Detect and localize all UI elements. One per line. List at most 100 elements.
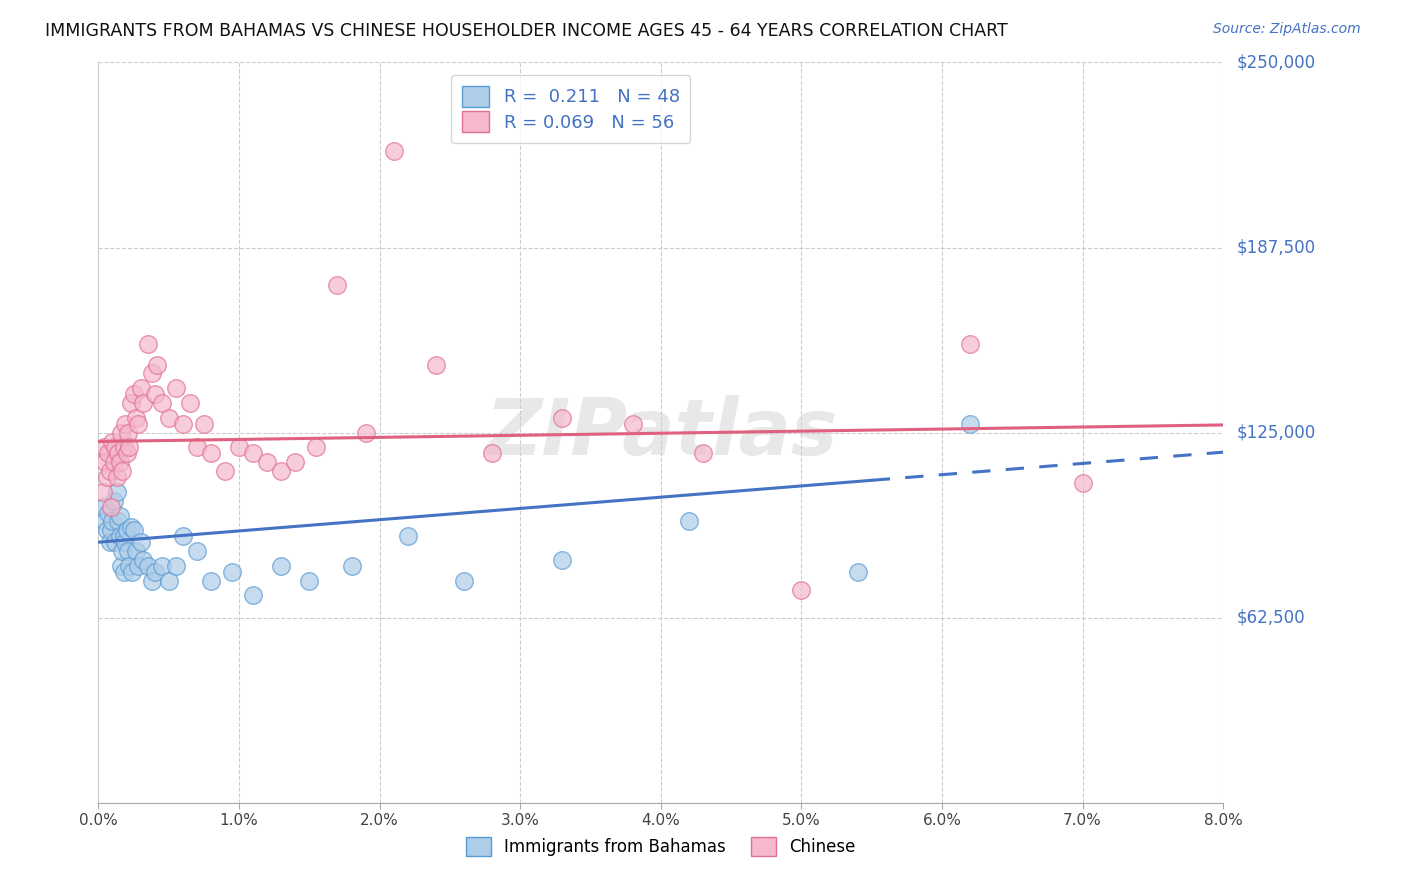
Point bbox=[846, 565, 869, 579]
Point bbox=[790, 582, 813, 597]
Point bbox=[115, 524, 138, 538]
Point bbox=[122, 387, 145, 401]
Text: $187,500: $187,500 bbox=[1237, 238, 1316, 257]
Point bbox=[396, 529, 419, 543]
Point bbox=[678, 515, 700, 529]
Point bbox=[425, 358, 447, 372]
Point bbox=[125, 410, 148, 425]
Point bbox=[551, 553, 574, 567]
Point bbox=[118, 441, 141, 455]
Point bbox=[179, 396, 201, 410]
Text: $125,000: $125,000 bbox=[1237, 424, 1316, 442]
Point bbox=[121, 565, 143, 579]
Point bbox=[354, 425, 377, 440]
Point bbox=[270, 558, 292, 573]
Point bbox=[117, 425, 139, 440]
Point bbox=[107, 515, 129, 529]
Point bbox=[96, 470, 118, 484]
Point bbox=[110, 558, 132, 573]
Point bbox=[105, 484, 128, 499]
Point bbox=[101, 434, 124, 449]
Point bbox=[129, 535, 152, 549]
Point bbox=[115, 446, 138, 460]
Point bbox=[101, 515, 124, 529]
Point bbox=[200, 446, 222, 460]
Point bbox=[453, 574, 475, 588]
Point bbox=[108, 455, 131, 469]
Point bbox=[122, 524, 145, 538]
Point bbox=[132, 553, 155, 567]
Point bbox=[165, 381, 187, 395]
Point bbox=[221, 565, 243, 579]
Point bbox=[111, 464, 134, 478]
Point bbox=[103, 493, 125, 508]
Point bbox=[100, 524, 122, 538]
Point bbox=[157, 574, 180, 588]
Point bbox=[91, 484, 114, 499]
Point bbox=[242, 446, 264, 460]
Point bbox=[112, 529, 135, 543]
Point bbox=[305, 441, 328, 455]
Point bbox=[551, 410, 574, 425]
Point bbox=[146, 358, 169, 372]
Point bbox=[242, 589, 264, 603]
Point bbox=[108, 529, 131, 543]
Point bbox=[193, 417, 215, 431]
Legend: Immigrants from Bahamas, Chinese: Immigrants from Bahamas, Chinese bbox=[460, 830, 862, 863]
Point bbox=[120, 520, 142, 534]
Point bbox=[97, 506, 120, 520]
Text: $250,000: $250,000 bbox=[1237, 54, 1316, 71]
Point bbox=[284, 455, 307, 469]
Point bbox=[93, 500, 115, 514]
Point bbox=[143, 565, 166, 579]
Point bbox=[150, 558, 173, 573]
Point bbox=[112, 441, 135, 455]
Point bbox=[97, 446, 120, 460]
Point bbox=[141, 367, 163, 381]
Point bbox=[165, 558, 187, 573]
Point bbox=[127, 417, 149, 431]
Point bbox=[214, 464, 236, 478]
Point bbox=[172, 417, 194, 431]
Point bbox=[150, 396, 173, 410]
Point bbox=[298, 574, 321, 588]
Point bbox=[481, 446, 503, 460]
Point bbox=[157, 410, 180, 425]
Point bbox=[98, 535, 121, 549]
Point bbox=[94, 455, 117, 469]
Point bbox=[172, 529, 194, 543]
Point bbox=[959, 417, 981, 431]
Point bbox=[621, 417, 644, 431]
Text: $62,500: $62,500 bbox=[1237, 608, 1305, 627]
Point bbox=[108, 508, 131, 523]
Point bbox=[125, 544, 148, 558]
Point bbox=[141, 574, 163, 588]
Point bbox=[114, 535, 136, 549]
Point bbox=[186, 544, 208, 558]
Point bbox=[98, 464, 121, 478]
Point bbox=[186, 441, 208, 455]
Text: Source: ZipAtlas.com: Source: ZipAtlas.com bbox=[1213, 22, 1361, 37]
Point bbox=[117, 544, 139, 558]
Point bbox=[110, 425, 132, 440]
Point bbox=[103, 455, 125, 469]
Point bbox=[132, 396, 155, 410]
Point bbox=[136, 558, 159, 573]
Point bbox=[96, 524, 118, 538]
Point bbox=[100, 500, 122, 514]
Point bbox=[382, 145, 405, 159]
Point bbox=[270, 464, 292, 478]
Point bbox=[94, 515, 117, 529]
Point bbox=[136, 336, 159, 351]
Point bbox=[127, 558, 149, 573]
Point bbox=[959, 336, 981, 351]
Point bbox=[118, 558, 141, 573]
Point bbox=[120, 396, 142, 410]
Point bbox=[1071, 475, 1094, 490]
Point bbox=[200, 574, 222, 588]
Point bbox=[228, 441, 250, 455]
Point bbox=[326, 277, 349, 292]
Point bbox=[143, 387, 166, 401]
Point bbox=[104, 441, 127, 455]
Point bbox=[93, 441, 115, 455]
